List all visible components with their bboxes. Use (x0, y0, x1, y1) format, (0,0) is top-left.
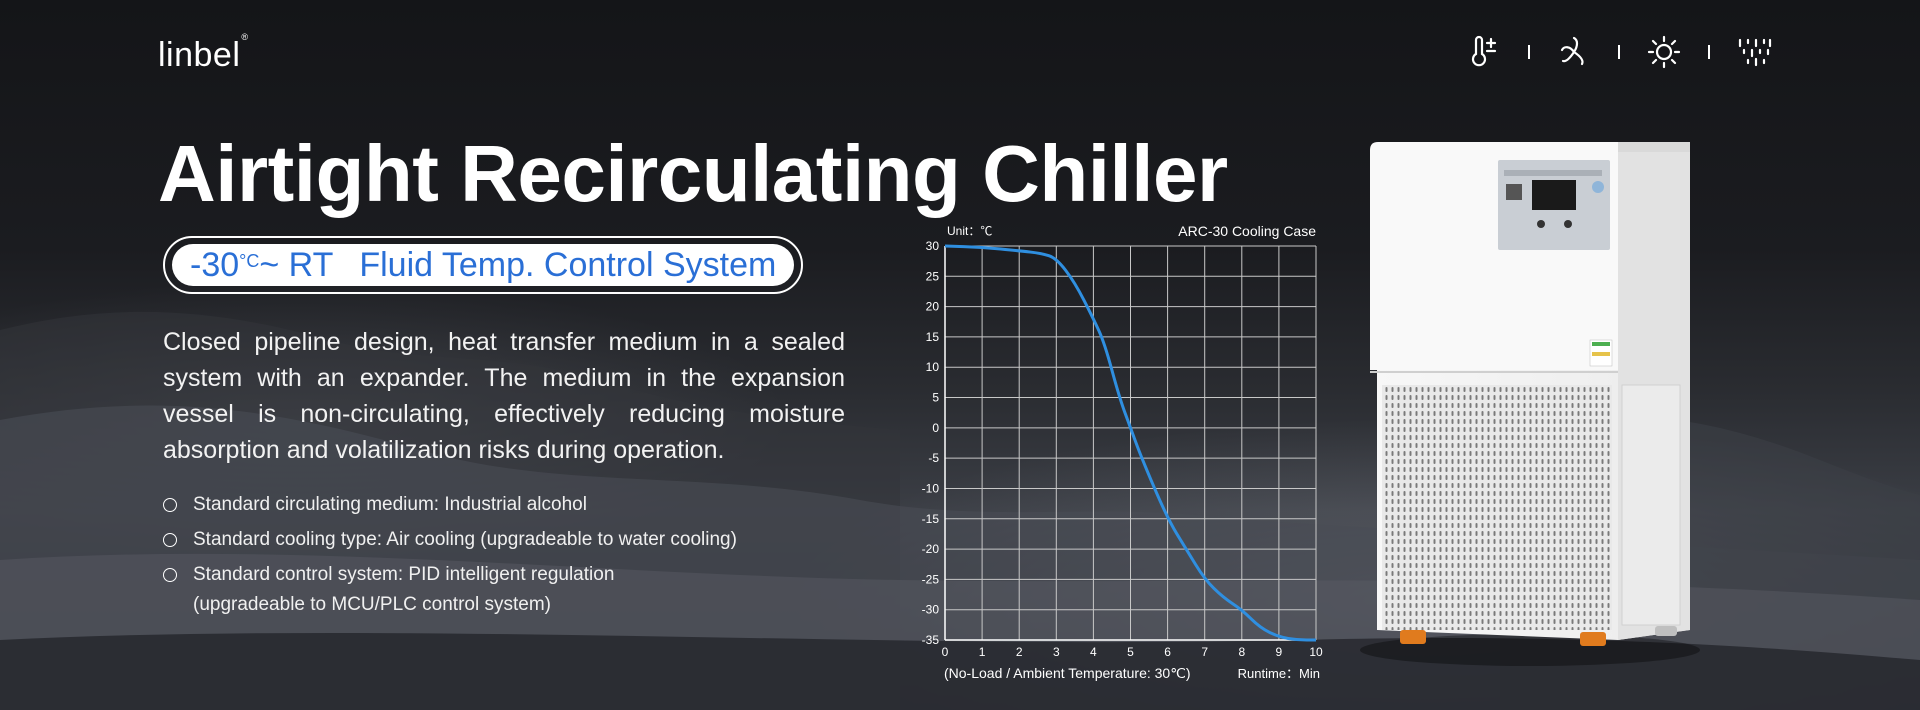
y-tick-label: -35 (922, 633, 940, 647)
y-tick-label: 15 (926, 330, 940, 344)
chiller-unit-image (1360, 142, 1700, 666)
x-tick-label: 8 (1238, 645, 1245, 659)
chart-x-unit-label: Runtime：Min (1238, 666, 1320, 681)
x-tick-label: 2 (1016, 645, 1023, 659)
y-tick-label: -30 (922, 603, 940, 617)
y-tick-label: -25 (922, 572, 940, 586)
y-tick-label: 30 (926, 239, 940, 253)
y-tick-label: -10 (922, 481, 940, 495)
temp-low: -30 (190, 245, 240, 284)
feature-icons-row (1466, 34, 1772, 70)
list-item: Standard cooling type: Air cooling (upgr… (163, 525, 737, 555)
x-tick-label: 3 (1053, 645, 1060, 659)
y-tick-label: 10 (926, 360, 940, 374)
sun-gear-icon (1647, 35, 1681, 69)
separator (1528, 45, 1530, 59)
y-tick-label: 5 (932, 391, 939, 405)
chart-unit-label: Unit：℃ (947, 224, 992, 238)
list-item: Standard circulating medium: Industrial … (163, 490, 737, 520)
cooling-curve-chart: Unit：℃ ARC-30 Cooling Case 302520151050-… (922, 223, 1323, 681)
x-tick-label: 10 (1309, 645, 1323, 659)
list-item: Standard control system: PID intelligent… (163, 560, 737, 620)
x-tick-label: 4 (1090, 645, 1097, 659)
y-tick-label: 25 (926, 269, 940, 283)
y-tick-label: -15 (922, 512, 940, 526)
y-tick-label: -20 (922, 542, 940, 556)
x-tick-label: 7 (1201, 645, 1208, 659)
circulation-fan-icon (1560, 36, 1584, 66)
y-tick-label: 0 (932, 421, 939, 435)
temp-unit: °C (239, 250, 260, 271)
series-line (944, 244, 1316, 642)
separator (1708, 45, 1710, 59)
x-tick-label: 9 (1276, 645, 1283, 659)
x-tick-label: 6 (1164, 645, 1171, 659)
separator (1618, 45, 1620, 59)
page-title: Airtight Recirculating Chiller (158, 129, 1228, 218)
y-tick-label: 20 (926, 300, 940, 314)
brand-logo: linbel® (158, 31, 249, 74)
chart-x-axis-label: (No-Load / Ambient Temperature: 30℃) (944, 665, 1191, 681)
x-tick-label: 1 (979, 645, 986, 659)
chart-title: ARC-30 Cooling Case (1178, 223, 1316, 239)
circle-bullet-icon (163, 498, 177, 512)
temp-tilde-rt: ~ RT (259, 245, 334, 284)
y-tick-label: -5 (928, 451, 939, 465)
feature-list: Standard circulating medium: Industrial … (163, 490, 737, 625)
temp-range-badge: -30 °C ~ RT Fluid Temp. Control System (163, 236, 803, 294)
circle-bullet-icon (163, 533, 177, 547)
sprinkle-icon (1738, 38, 1772, 67)
x-tick-label: 5 (1127, 645, 1134, 659)
x-tick-label: 0 (942, 645, 949, 659)
product-description: Closed pipeline design, heat transfer me… (163, 328, 845, 464)
thermometer-plus-minus-icon (1471, 35, 1497, 67)
circle-bullet-icon (163, 568, 177, 582)
system-label: Fluid Temp. Control System (359, 245, 777, 284)
